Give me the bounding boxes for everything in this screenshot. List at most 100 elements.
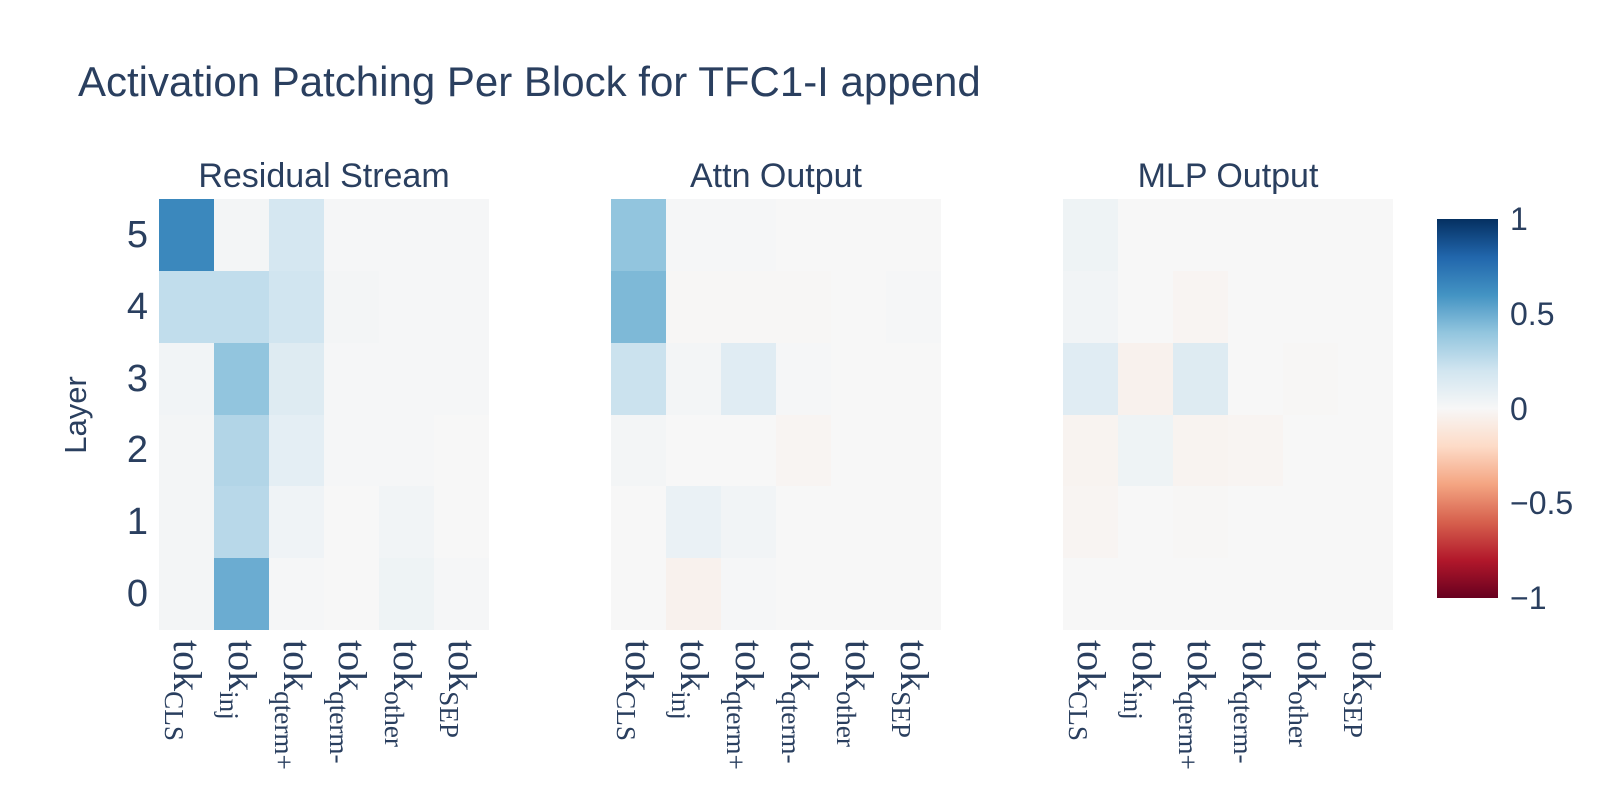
heatmap-cell bbox=[434, 342, 489, 415]
heatmap-cell bbox=[379, 558, 434, 630]
heatmap-cell bbox=[611, 199, 666, 271]
heatmap-cell bbox=[666, 558, 721, 630]
colorbar[interactable] bbox=[1437, 219, 1498, 598]
x-tick-label: tokother bbox=[830, 640, 882, 747]
heatmap-cell bbox=[269, 486, 324, 559]
heatmap-cell bbox=[269, 342, 324, 415]
heatmap-cell bbox=[1173, 558, 1228, 630]
x-tick-label: tokinj bbox=[1117, 640, 1169, 720]
heatmap-cell bbox=[1228, 486, 1283, 559]
heatmap-cell bbox=[886, 199, 941, 271]
heatmap-cell bbox=[269, 270, 324, 343]
y-axis-tick-labels: 5 4 3 2 1 0 bbox=[0, 0, 148, 800]
heatmap-cell bbox=[1063, 414, 1118, 487]
heatmap-cell bbox=[1338, 414, 1393, 487]
heatmap-cell bbox=[1173, 414, 1228, 487]
x-tick-label: tokqterm- bbox=[775, 640, 827, 764]
heatmap-cell bbox=[434, 486, 489, 559]
heatmap-attn-output[interactable] bbox=[611, 199, 941, 630]
figure-title: Activation Patching Per Block for TFC1-I… bbox=[78, 58, 981, 105]
heatmap-cell bbox=[721, 199, 776, 271]
heatmap-cell bbox=[611, 342, 666, 415]
subplot-title-attn-output: Attn Output bbox=[690, 157, 862, 195]
y-tick-label: 4 bbox=[126, 285, 148, 328]
heatmap-cell bbox=[831, 270, 886, 343]
heatmap-cell bbox=[1283, 199, 1338, 271]
heatmap-cell bbox=[666, 342, 721, 415]
heatmap-cell bbox=[776, 486, 831, 559]
y-tick-label: 5 bbox=[126, 213, 148, 256]
heatmap-cell bbox=[721, 342, 776, 415]
heatmap-cell bbox=[776, 270, 831, 343]
y-tick-label: 1 bbox=[126, 501, 148, 544]
heatmap-cell bbox=[831, 199, 886, 271]
heatmap-cell bbox=[831, 414, 886, 487]
x-axis-tick-labels-residual: tokCLS tokinj tokqterm+ tokqterm-tokother to… bbox=[159, 640, 489, 800]
subplot-title-residual-stream: Residual Stream bbox=[198, 157, 450, 195]
heatmap-cell bbox=[1338, 342, 1393, 415]
heatmap-cell bbox=[214, 270, 269, 343]
colorbar-tick-label: 1 bbox=[1510, 201, 1528, 237]
heatmap-cell bbox=[1118, 199, 1173, 271]
colorbar-tick-label: −0.5 bbox=[1510, 485, 1574, 522]
heatmap-cell bbox=[776, 414, 831, 487]
heatmap-cell bbox=[1063, 199, 1118, 271]
colorbar-tick-label: 0 bbox=[1510, 390, 1528, 427]
heatmap-cell bbox=[324, 558, 379, 630]
heatmap-cell bbox=[214, 199, 269, 271]
heatmap-cell bbox=[214, 342, 269, 415]
heatmap-cell bbox=[831, 486, 886, 559]
heatmap-cell bbox=[159, 199, 214, 271]
heatmap-cell bbox=[159, 486, 214, 559]
heatmap-cell bbox=[611, 414, 666, 487]
heatmap-cell bbox=[831, 342, 886, 415]
colorbar-tick-label: 0.5 bbox=[1510, 295, 1555, 332]
heatmap-cell bbox=[269, 199, 324, 271]
x-tick-label: tokCLS bbox=[158, 640, 210, 741]
heatmap-cell bbox=[831, 558, 886, 630]
subplot-title-mlp-output: MLP Output bbox=[1137, 157, 1319, 195]
heatmap-cell bbox=[886, 270, 941, 343]
colorbar-tick-label: −1 bbox=[1510, 580, 1547, 616]
heatmap-cell bbox=[214, 558, 269, 630]
heatmap-cell bbox=[269, 414, 324, 487]
heatmap-cell bbox=[666, 270, 721, 343]
heatmap-cell bbox=[159, 558, 214, 630]
x-axis-tick-labels-attn: tokCLS tokinj tokqterm+ tokqterm-tokother to… bbox=[611, 640, 941, 800]
heatmap-cell bbox=[434, 414, 489, 487]
heatmap-cell bbox=[666, 199, 721, 271]
heatmap-cell bbox=[379, 486, 434, 559]
heatmap-cell bbox=[721, 558, 776, 630]
heatmap-cell bbox=[776, 199, 831, 271]
heatmap-cell bbox=[721, 414, 776, 487]
heatmap-cell bbox=[1283, 486, 1338, 559]
heatmap-cell bbox=[324, 199, 379, 271]
x-tick-label: tokCLS bbox=[610, 640, 662, 741]
x-tick-label: tokinj bbox=[213, 640, 265, 720]
x-tick-label: tokqterm+ bbox=[1172, 640, 1224, 770]
heatmap-cell bbox=[776, 342, 831, 415]
heatmap-cell bbox=[324, 486, 379, 559]
heatmap-cell bbox=[886, 342, 941, 415]
heatmap-cell bbox=[1063, 558, 1118, 630]
heatmap-cell bbox=[886, 414, 941, 487]
heatmap-cell bbox=[1063, 342, 1118, 415]
heatmap-cell bbox=[1118, 270, 1173, 343]
heatmap-cell bbox=[1173, 486, 1228, 559]
x-tick-label: tokqterm- bbox=[1227, 640, 1279, 764]
heatmap-cell bbox=[1228, 414, 1283, 487]
heatmap-cell bbox=[1338, 486, 1393, 559]
heatmap-cell bbox=[611, 486, 666, 559]
heatmap-residual-stream[interactable] bbox=[159, 199, 489, 630]
heatmap-cell bbox=[1118, 342, 1173, 415]
x-tick-label: tokqterm+ bbox=[720, 640, 772, 770]
heatmap-cell bbox=[1228, 270, 1283, 343]
heatmap-cell bbox=[721, 486, 776, 559]
heatmap-cell bbox=[434, 199, 489, 271]
heatmap-cell bbox=[159, 342, 214, 415]
heatmap-cell bbox=[666, 486, 721, 559]
heatmap-cell bbox=[379, 342, 434, 415]
heatmap-mlp-output[interactable] bbox=[1063, 199, 1393, 630]
heatmap-cell bbox=[379, 199, 434, 271]
x-tick-label: tokinj bbox=[665, 640, 717, 720]
